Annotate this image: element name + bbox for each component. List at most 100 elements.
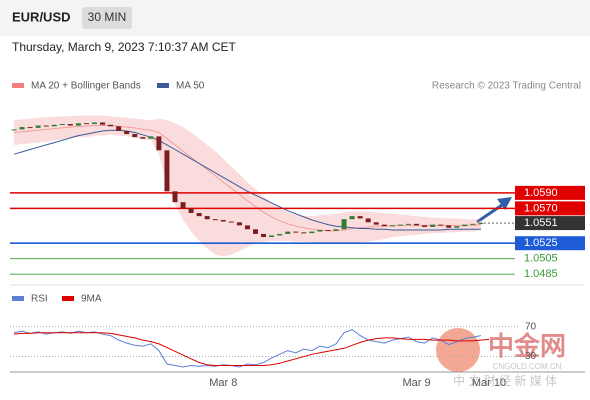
level-label: 1.0570 [524,202,558,214]
rsi-line [13,332,490,366]
watermark: 中金网 CNGOLD.COM.CN 中 文 财 经 新 媒 体 [436,328,566,388]
candle [422,225,428,227]
date: Thursday, March 9, 2023 7:10:37 AM CET [12,40,237,54]
candle [301,232,307,234]
candle [108,124,114,127]
candle [446,225,452,228]
watermark-brand: 中金网 [488,331,566,361]
candle [132,134,138,138]
candle [285,231,291,234]
legend-swatch [157,83,169,88]
candle [253,229,258,234]
y-tick-label: 30 [525,351,537,362]
candle [19,127,25,130]
ma20-line [13,125,481,232]
candle [365,218,371,223]
candle [478,223,484,225]
candle [140,137,146,139]
legend-label: MA 20 + Bollinger Bands [31,81,141,92]
candle [333,229,339,231]
candle [27,127,33,129]
candle [43,125,49,127]
level-label-box [515,185,585,200]
candle [204,216,210,220]
legend-label: 9MA [81,294,102,305]
candle [430,224,436,227]
forecast-arrow-head [497,197,512,210]
candle [228,221,234,223]
level-label-box [515,201,585,216]
candle [180,202,186,209]
level-label: 1.0551 [524,217,558,229]
level-label: 1.0485 [524,268,558,280]
candle [244,225,250,230]
candle [414,223,419,226]
legend-label: RSI [31,294,48,305]
candle [83,123,89,125]
timeframe-badge[interactable] [82,7,132,29]
source: Research © 2023 Trading Central [432,81,581,92]
candle [100,122,106,125]
candle [172,191,178,203]
candle [164,150,170,192]
candle [349,216,355,220]
candle [373,222,379,225]
timeframe[interactable]: 30 MIN [88,10,127,24]
candle [470,223,476,225]
legend-label: MA 50 [176,81,205,92]
watermark-site: CNGOLD.COM.CN [493,362,562,371]
candle [438,224,444,226]
candle [293,231,299,233]
legend-swatch [12,83,24,88]
candle [212,219,218,221]
level-label: 1.0505 [524,253,558,265]
candle [236,222,242,226]
rsi-line [13,329,481,368]
y-tick-label: 70 [525,321,537,332]
candle [269,235,275,238]
candle [124,130,130,135]
candle [317,230,323,232]
candle [454,226,460,228]
candle [11,129,17,131]
candle [309,231,315,234]
candle [59,123,65,125]
ma50-line [13,129,481,231]
candle [75,123,81,126]
legend-swatch [12,296,24,301]
candle [405,223,411,225]
candle [341,219,347,230]
candle [462,224,468,227]
forecast-arrow [476,201,506,224]
legend-swatch [62,296,74,301]
x-tick-label: Mar 9 [402,377,430,389]
candle [277,233,283,236]
bollinger-band [14,115,481,257]
candle [51,124,57,127]
candle [92,122,97,124]
candle [389,225,395,227]
symbol: EUR/USD [12,9,71,24]
candle [188,208,194,214]
candle [397,224,403,226]
candle [67,123,73,126]
x-tick-label: Mar 8 [209,377,237,389]
candle [357,216,363,219]
x-tick-label: Mar 10 [472,377,506,389]
candle [261,233,267,238]
candle [196,213,202,217]
watermark-slogan: 中 文 财 经 新 媒 体 [453,373,557,388]
candle [381,224,387,227]
candle [148,136,154,139]
level-label: 1.0590 [524,187,558,199]
candle [116,126,122,131]
candle [325,230,331,232]
candle [156,136,162,151]
level-label-box [515,236,585,251]
level-label-box [515,216,585,231]
watermark-logo [436,328,480,372]
candle [220,219,226,222]
candle [35,125,41,128]
level-label: 1.0525 [524,237,558,249]
